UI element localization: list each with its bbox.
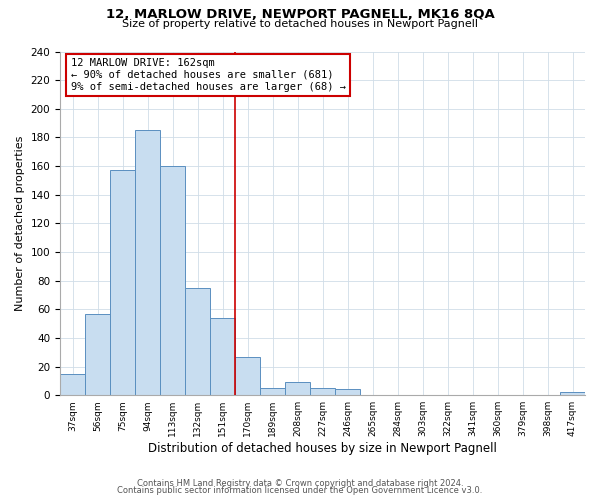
Bar [110,170,135,395]
Bar [85,314,110,395]
Text: 12, MARLOW DRIVE, NEWPORT PAGNELL, MK16 8QA: 12, MARLOW DRIVE, NEWPORT PAGNELL, MK16 … [106,8,494,20]
Bar [185,288,210,395]
Bar [310,388,335,395]
Bar [335,390,360,395]
Bar [60,374,85,395]
Y-axis label: Number of detached properties: Number of detached properties [15,136,25,311]
Bar [235,356,260,395]
Bar [160,166,185,395]
Text: Size of property relative to detached houses in Newport Pagnell: Size of property relative to detached ho… [122,19,478,29]
Text: 12 MARLOW DRIVE: 162sqm
← 90% of detached houses are smaller (681)
9% of semi-de: 12 MARLOW DRIVE: 162sqm ← 90% of detache… [71,58,346,92]
Bar [285,382,310,395]
Bar [135,130,160,395]
X-axis label: Distribution of detached houses by size in Newport Pagnell: Distribution of detached houses by size … [148,442,497,455]
Bar [560,392,585,395]
Text: Contains HM Land Registry data © Crown copyright and database right 2024.: Contains HM Land Registry data © Crown c… [137,478,463,488]
Bar [260,388,285,395]
Text: Contains public sector information licensed under the Open Government Licence v3: Contains public sector information licen… [118,486,482,495]
Bar [210,318,235,395]
